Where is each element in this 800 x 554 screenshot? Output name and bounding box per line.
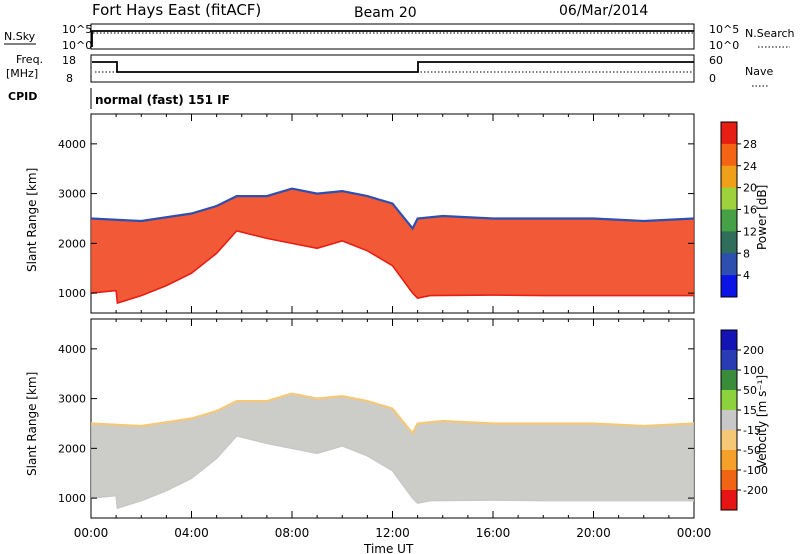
velocity-xtick-label: 20:00 <box>576 526 611 540</box>
power-lower-edge <box>90 230 694 305</box>
freq-tick-bottom: 8 <box>66 72 73 85</box>
freq-tick-top: 18 <box>62 54 76 67</box>
power-colorbar-tick-label: 12 <box>743 225 757 238</box>
power-data-region <box>90 187 695 305</box>
power-upper-edge <box>90 187 695 231</box>
power-ytick-label: 4000 <box>58 138 86 151</box>
velocity-colorbar-segment <box>721 490 737 511</box>
nsky-tick-bottom: 10^0 <box>62 39 92 52</box>
freq-unit-label: [MHz] <box>6 67 38 80</box>
nsky-panel: N.Sky 10^5 10^0 10^5 10^0 N.Search <box>4 23 795 52</box>
time-axis-label: Time UT <box>363 542 414 554</box>
power-colorbar-segment <box>721 187 737 210</box>
power-colorbar-tick-label: 8 <box>743 247 750 260</box>
velocity-x-axis: 00:00 04:00 08:00 12:00 16:00 20:00 00:00 <box>74 319 712 540</box>
nsearch-tick-bottom: 10^0 <box>709 39 739 52</box>
power-x-axis <box>90 114 695 313</box>
power-colorbar-label: Power [dB] <box>755 185 769 250</box>
velocity-colorbar-tick-label: -15 <box>743 424 761 437</box>
power-colorbar-segment <box>721 275 737 298</box>
velocity-colorbar-segment <box>721 410 737 431</box>
power-ytick-label: 1000 <box>58 287 86 300</box>
date-label: 06/Mar/2014 <box>559 3 648 19</box>
power-colorbar: 28 24 20 16 12 8 4 <box>720 121 757 298</box>
power-colorbar-tick-label: 20 <box>743 182 757 195</box>
velocity-colorbar-segment <box>721 450 737 471</box>
power-colorbar-segment <box>721 209 737 232</box>
velocity-lower-edge <box>90 435 694 510</box>
velocity-colorbar-tick-label: -100 <box>743 464 768 477</box>
velocity-upper-edge <box>90 392 695 436</box>
velocity-ytick-label: 4000 <box>58 343 86 356</box>
power-colorbar-tick-label: 16 <box>743 204 757 217</box>
velocity-echo-region <box>91 393 694 509</box>
velocity-xtick-label: 16:00 <box>476 526 511 540</box>
velocity-xtick-label: 04:00 <box>174 526 209 540</box>
nsky-trace <box>91 30 694 47</box>
power-ytick-label: 3000 <box>58 188 86 201</box>
velocity-colorbar-segment <box>721 430 737 451</box>
power-ylabel: Slant Range [km] <box>25 168 39 272</box>
power-colorbar-tick-label: 28 <box>743 138 757 151</box>
velocity-xtick-label: 12:00 <box>375 526 410 540</box>
nsky-frame <box>90 23 695 50</box>
velocity-ytick-label: 3000 <box>58 393 86 406</box>
velocity-colorbar-tick-label: 100 <box>743 364 764 377</box>
freq-trace <box>92 61 694 73</box>
power-ytick-label: 2000 <box>58 237 86 250</box>
plot-title: Fort Hays East (fitACF) <box>92 1 261 19</box>
velocity-data-region <box>90 392 695 510</box>
power-y-axis: 1000 2000 3000 4000 <box>58 138 694 300</box>
velocity-colorbar-tick-label: -200 <box>743 484 768 497</box>
velocity-xtick-label: 00:00 <box>74 526 109 540</box>
power-colorbar-segment <box>721 253 737 276</box>
velocity-colorbar-segment <box>721 350 737 371</box>
velocity-colorbar: 200 100 50 15 -15 -50 -100 -200 <box>720 329 768 511</box>
velocity-y-axis: 1000 2000 3000 4000 <box>58 343 694 505</box>
beam-label: Beam 20 <box>354 5 417 21</box>
power-colorbar-segment <box>721 122 737 145</box>
power-colorbar-segment <box>721 231 737 254</box>
velocity-colorbar-tick-label: 15 <box>743 404 757 417</box>
power-colorbar-segment <box>721 165 737 189</box>
velocity-colorbar-tick-label: -50 <box>743 444 761 457</box>
velocity-panel: 1000 2000 3000 4000 00:00 04:00 08:00 12:00 16:… <box>25 318 769 554</box>
cpid-label: CPID <box>8 90 37 103</box>
nsearch-tick-top: 10^5 <box>709 23 739 36</box>
velocity-colorbar-segment <box>721 470 737 491</box>
velocity-colorbar-segment <box>721 330 737 351</box>
nsky-tick-top: 10^5 <box>62 23 92 36</box>
velocity-xtick-label: 08:00 <box>275 526 310 540</box>
velocity-ytick-label: 2000 <box>58 442 86 455</box>
velocity-ytick-label: 1000 <box>58 492 86 505</box>
freq-panel: Freq. [MHz] 18 8 60 0 Nave <box>6 53 773 87</box>
nave-tick-bottom: 0 <box>709 72 716 85</box>
power-echo-region <box>91 188 694 304</box>
velocity-colorbar-frame <box>720 329 738 511</box>
cpid-value: normal (fast) 151 IF <box>95 93 230 107</box>
velocity-colorbar-segment <box>721 390 737 411</box>
power-colorbar-segment <box>721 143 737 167</box>
power-colorbar-tick-label: 24 <box>743 160 757 173</box>
freq-label: Freq. <box>16 53 43 66</box>
velocity-colorbar-label: Velocity [m s⁻¹] <box>755 375 769 468</box>
velocity-xtick-label: 00:00 <box>677 526 712 540</box>
velocity-colorbar-tick-label: 200 <box>743 344 764 357</box>
velocity-ylabel: Slant Range [km] <box>25 372 39 476</box>
nsearch-label: N.Search <box>745 27 795 40</box>
nave-tick-top: 60 <box>709 54 723 67</box>
power-colorbar-tick-label: 4 <box>743 269 750 282</box>
nsky-label: N.Sky <box>4 30 36 43</box>
power-panel: 1000 2000 3000 4000 Slant Range [km] 28 24 20… <box>25 113 769 314</box>
nave-label: Nave <box>745 65 773 78</box>
velocity-colorbar-segment <box>721 370 737 391</box>
freq-frame <box>90 54 695 83</box>
velocity-colorbar-tick-label: 50 <box>743 384 757 397</box>
